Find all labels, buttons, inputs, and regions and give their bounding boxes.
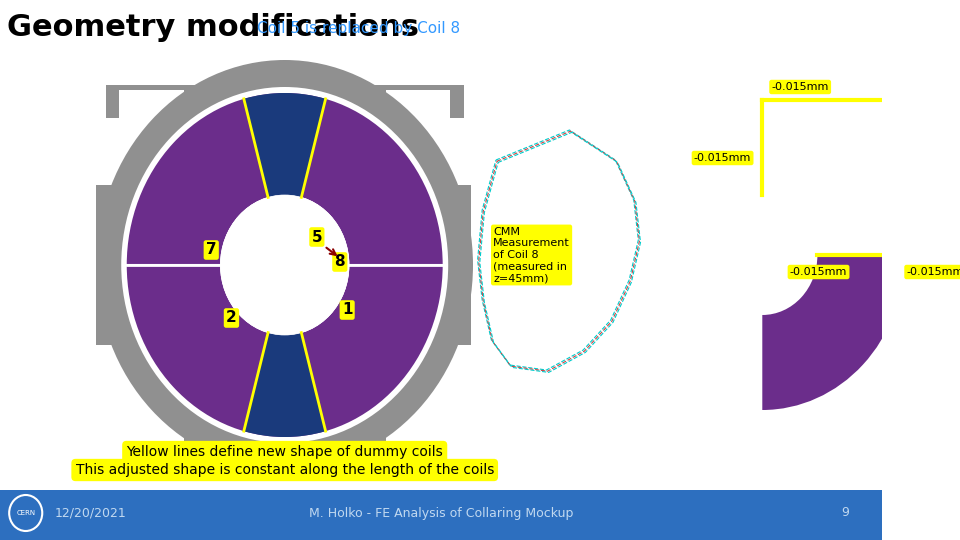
- Text: 8: 8: [334, 254, 346, 269]
- Text: -0.015mm: -0.015mm: [790, 267, 848, 277]
- Text: Geometry modifications: Geometry modifications: [8, 14, 420, 43]
- Text: M. Holko - FE Analysis of Collaring Mockup: M. Holko - FE Analysis of Collaring Mock…: [309, 507, 573, 519]
- Circle shape: [221, 195, 349, 335]
- Bar: [96, 185, 147, 345]
- Text: 9: 9: [841, 507, 849, 519]
- Circle shape: [96, 60, 473, 470]
- Circle shape: [121, 87, 448, 443]
- Polygon shape: [106, 85, 464, 118]
- Wedge shape: [762, 255, 904, 410]
- Bar: [183, 420, 386, 475]
- Circle shape: [127, 93, 443, 437]
- Text: This adjusted shape is constant along the length of the coils: This adjusted shape is constant along th…: [76, 463, 493, 477]
- Text: 12/20/2021: 12/20/2021: [55, 507, 127, 519]
- Wedge shape: [244, 93, 325, 198]
- Wedge shape: [244, 333, 325, 437]
- Text: Coil 5 is replaced by Coil 8: Coil 5 is replaced by Coil 8: [257, 21, 460, 36]
- Text: 7: 7: [206, 242, 217, 258]
- Text: 2: 2: [226, 310, 237, 326]
- Text: -0.015mm: -0.015mm: [694, 153, 752, 163]
- Text: CERN: CERN: [16, 510, 36, 516]
- Text: -0.015mm: -0.015mm: [772, 82, 828, 92]
- Circle shape: [221, 195, 349, 335]
- FancyBboxPatch shape: [0, 490, 881, 540]
- Text: 5: 5: [312, 230, 323, 245]
- Bar: [420, 185, 471, 345]
- Text: CMM
Measurement
of Coil 8
(measured in
z=45mm): CMM Measurement of Coil 8 (measured in z…: [493, 227, 570, 283]
- Text: Yellow lines define new shape of dummy coils: Yellow lines define new shape of dummy c…: [127, 445, 444, 459]
- Text: -0.015mm: -0.015mm: [906, 267, 960, 277]
- Bar: [183, 85, 386, 140]
- Text: 1: 1: [342, 302, 352, 318]
